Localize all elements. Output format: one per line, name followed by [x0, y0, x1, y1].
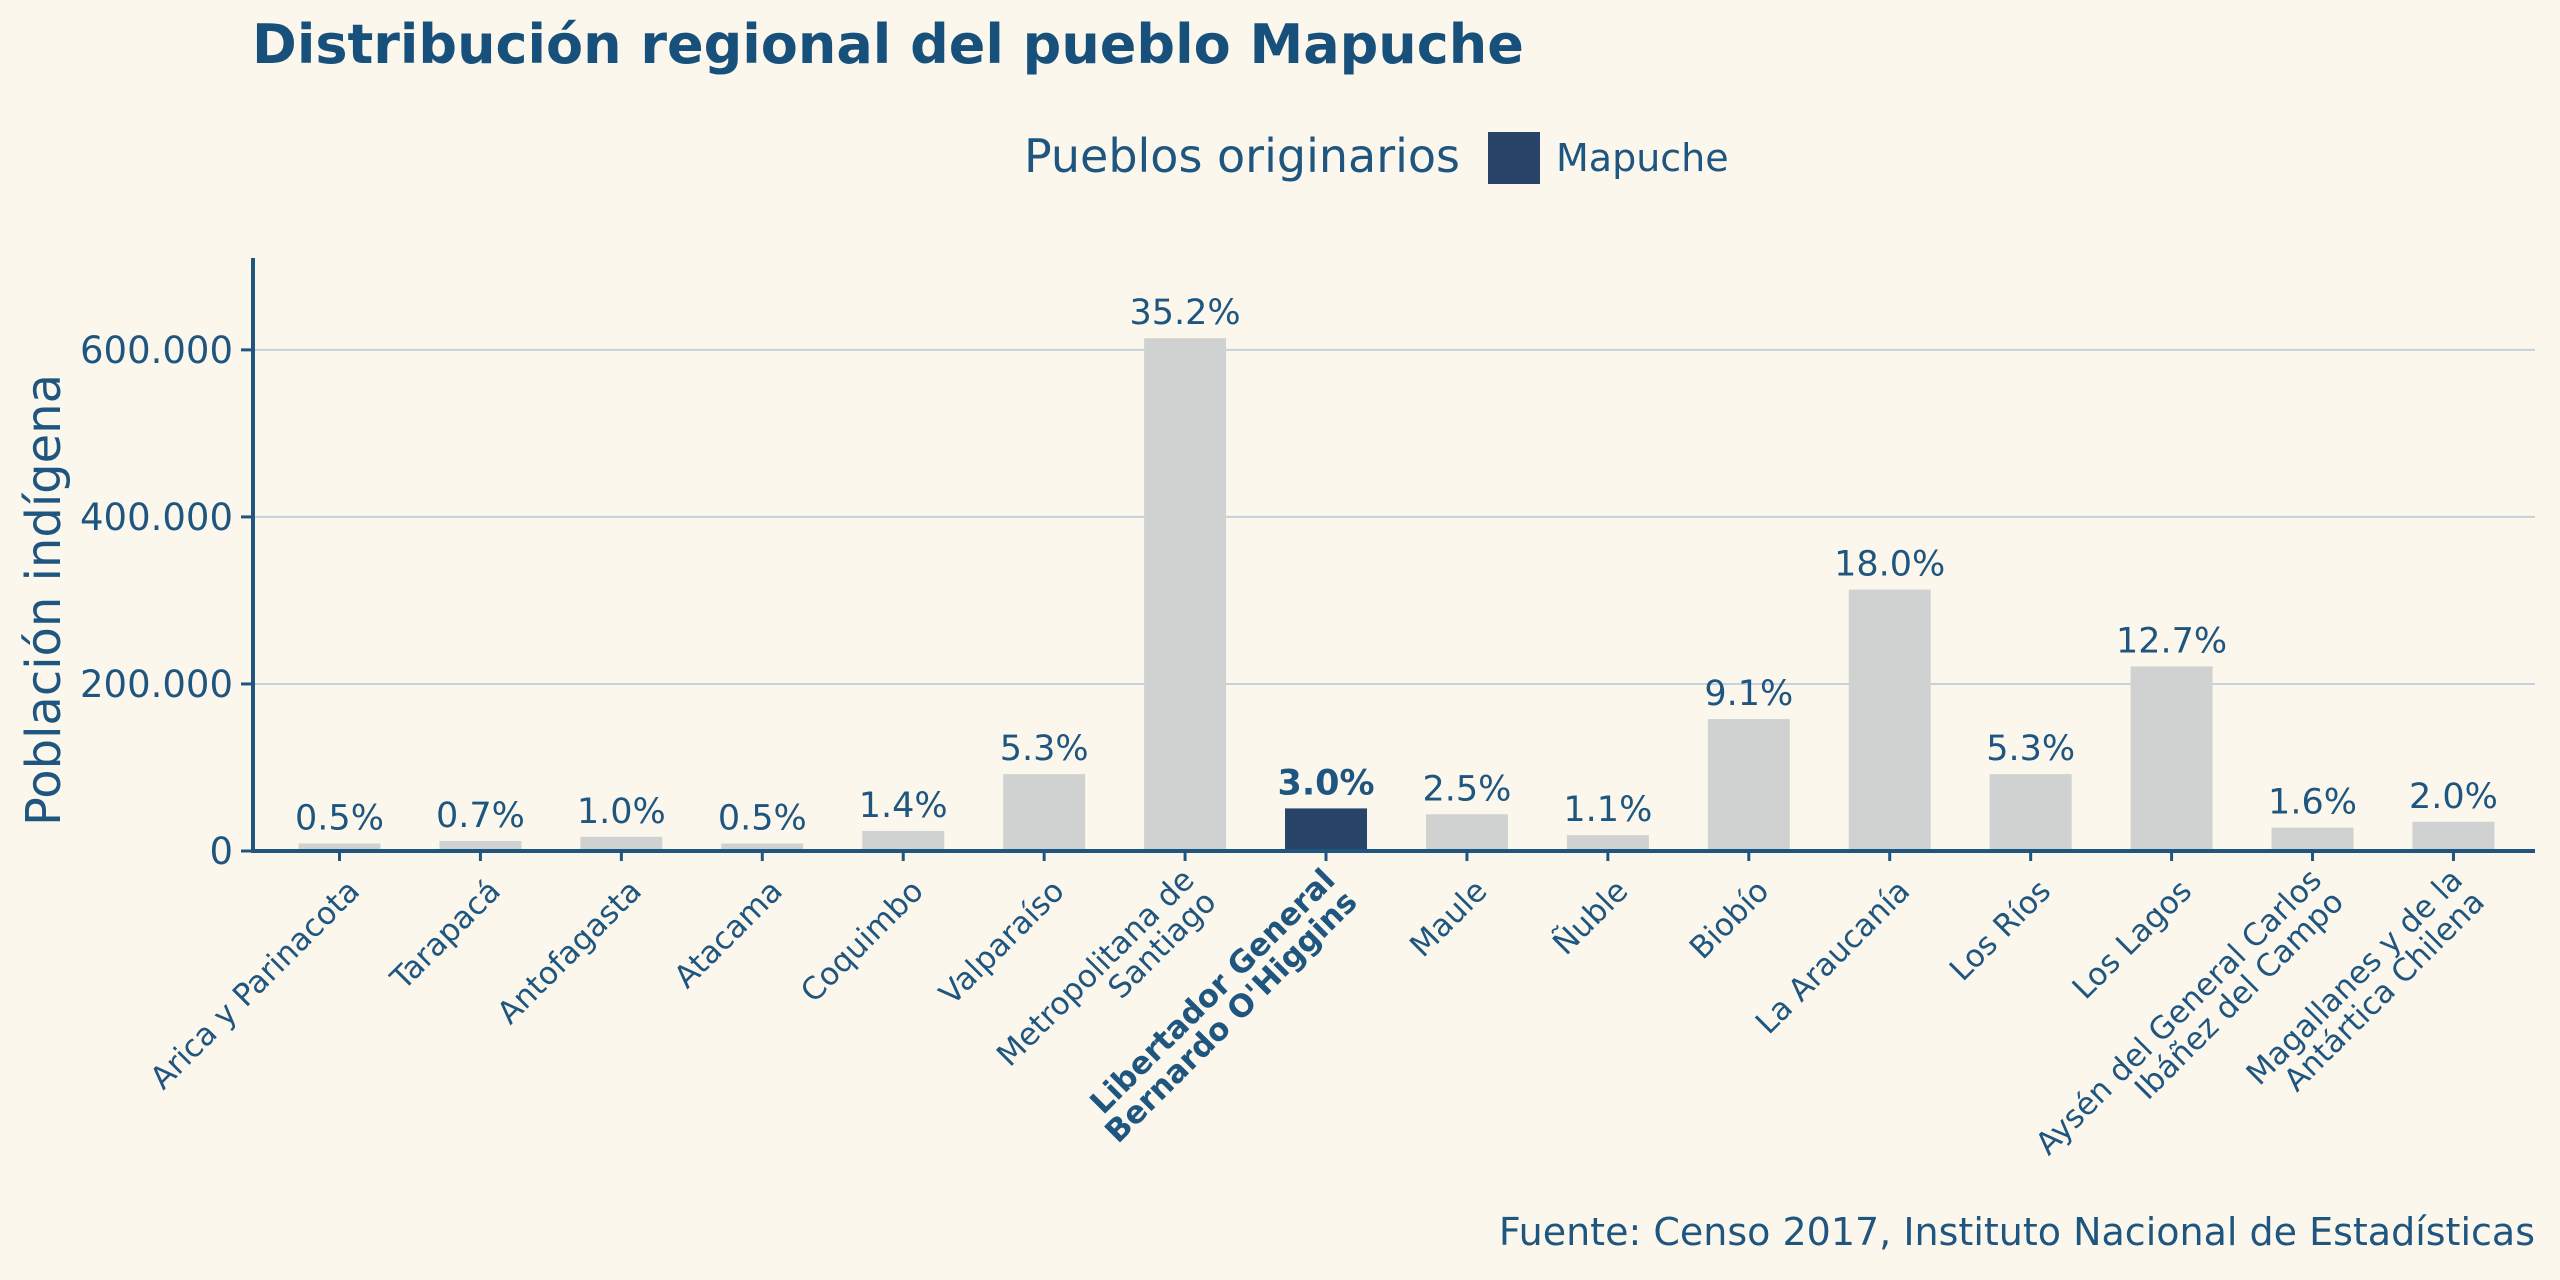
- axes: [251, 258, 2535, 853]
- bar: [2130, 666, 2213, 851]
- y-tick-label: 0: [209, 830, 233, 873]
- bars: [298, 338, 2495, 851]
- data-label: 12.7%: [2116, 621, 2227, 661]
- bar: [298, 843, 381, 851]
- legend-label-mapuche: Mapuche: [1556, 136, 1729, 180]
- data-label: 9.1%: [1704, 674, 1793, 714]
- bar: [862, 830, 945, 851]
- legend-title: Pueblos originarios: [1024, 129, 1460, 183]
- bar: [1707, 719, 1790, 851]
- data-label: 0.5%: [295, 798, 384, 838]
- bar: [2271, 827, 2354, 851]
- data-labels: 0.5% 0.7% 1.0% 0.5% 1.4% 5.3% 35.2% 3.0% 2.5% 1.1…: [295, 293, 2498, 838]
- bar: [1566, 835, 1649, 851]
- y-tick-label: 200.000: [80, 663, 233, 706]
- data-label: 2.5%: [1422, 769, 1511, 809]
- data-label: 18.0%: [1834, 545, 1945, 585]
- x-tick-label: Arica y Parinacota: [143, 873, 367, 1097]
- x-tick-label: Antofagasta: [490, 873, 648, 1031]
- chart-title: Distribución regional del pueblo Mapuche: [252, 13, 1524, 76]
- y-tick-label: 600.000: [80, 329, 233, 372]
- x-tick-label: Ñuble: [1546, 873, 1635, 962]
- data-label: 0.5%: [718, 798, 807, 838]
- bar: [721, 843, 804, 851]
- x-tick-label: Biobío: [1683, 873, 1776, 966]
- data-label: 1.1%: [1563, 790, 1652, 830]
- data-label: 3.0%: [1277, 763, 1374, 803]
- data-label: 0.7%: [436, 796, 525, 836]
- data-label: 5.3%: [1986, 729, 2075, 769]
- data-label: 5.3%: [1000, 729, 1089, 769]
- bar: [1003, 774, 1086, 851]
- x-tick-label: Tarapacá: [383, 873, 508, 998]
- data-label: 2.0%: [2409, 777, 2498, 817]
- y-axis-label: Población indígena: [16, 374, 72, 826]
- bar: [1144, 338, 1227, 851]
- bar: [1425, 814, 1508, 851]
- y-tick-label: 400.000: [80, 496, 233, 539]
- bar: [1989, 774, 2072, 851]
- x-tick-label: Los Ríos: [1943, 873, 2058, 988]
- x-tick-label: Atacama: [667, 873, 789, 995]
- data-label: 1.0%: [577, 792, 666, 832]
- x-tick-label: Libertador GeneralBernardo O'Higgins: [1076, 862, 1364, 1150]
- legend-swatch-mapuche: [1488, 132, 1540, 184]
- x-tick-label: Coquimbo: [794, 873, 931, 1010]
- data-label: 1.4%: [859, 786, 948, 826]
- grid-lines: 0 200.000 400.000 600.000: [80, 329, 2535, 873]
- data-label: 35.2%: [1129, 293, 1240, 333]
- bar: [1848, 589, 1931, 851]
- bar: [439, 840, 522, 851]
- bar: [580, 836, 663, 851]
- x-tick-label: Maule: [1403, 873, 1494, 964]
- bar: [1285, 808, 1368, 851]
- data-label: 1.6%: [2268, 783, 2357, 823]
- bar: [2412, 821, 2495, 851]
- legend: Pueblos originarios Mapuche: [1024, 129, 1729, 184]
- source-note: Fuente: Censo 2017, Instituto Nacional d…: [1499, 1210, 2535, 1254]
